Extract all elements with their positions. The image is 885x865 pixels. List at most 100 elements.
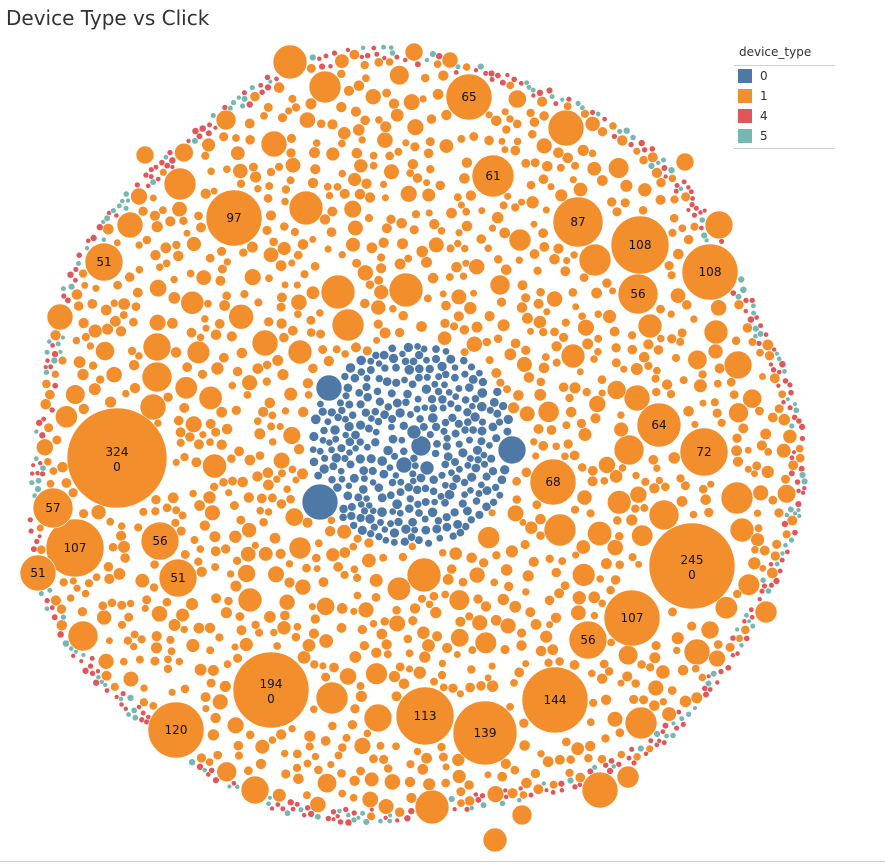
bubble-device-1[interactable] <box>117 297 131 311</box>
bubble-device-1[interactable] <box>656 334 666 343</box>
bubble-device-1[interactable] <box>617 644 639 666</box>
bubble-device-5[interactable] <box>80 652 87 658</box>
bubble-device-1[interactable] <box>263 102 274 113</box>
bubble-device-1[interactable] <box>348 542 358 552</box>
bubble-device-1[interactable] <box>632 752 642 762</box>
bubble-device-1[interactable] <box>310 261 321 272</box>
bubble-device-1[interactable] <box>515 639 528 652</box>
bubble-device-0[interactable] <box>437 471 447 480</box>
bubble-device-1[interactable] <box>379 326 392 340</box>
bubble-device-1[interactable] <box>511 476 522 487</box>
bubble-device-1[interactable] <box>379 120 392 133</box>
bubble-device-4[interactable] <box>414 60 422 68</box>
bubble-device-1[interactable] <box>616 750 626 759</box>
bubble-device-1[interactable] <box>534 513 547 526</box>
bubble-device-0[interactable] <box>453 404 463 413</box>
bubble-device-1[interactable] <box>246 241 259 254</box>
bubble-device-4[interactable] <box>373 51 380 58</box>
bubble-device-1[interactable] <box>407 158 419 170</box>
bubble-device-4[interactable] <box>70 652 76 659</box>
bubble-device-0[interactable] <box>475 369 484 378</box>
bubble-device-1[interactable] <box>502 384 512 394</box>
bubble-device-1[interactable] <box>369 151 379 161</box>
bubble-device-1[interactable] <box>78 403 90 415</box>
bubble-device-1[interactable] <box>401 138 410 148</box>
bubble-device-1[interactable] <box>272 474 282 484</box>
bubble-device-1[interactable] <box>619 179 634 193</box>
bubble-device-4[interactable] <box>661 721 670 730</box>
bubble-device-1[interactable] <box>496 296 507 308</box>
bubble-device-1[interactable] <box>520 777 533 789</box>
bubble-device-1[interactable] <box>48 466 58 476</box>
bubble-device-1[interactable] <box>316 118 327 129</box>
bubble-device-1[interactable] <box>218 299 231 312</box>
bubble-device-0[interactable] <box>397 436 406 445</box>
bubble-device-1[interactable] <box>372 336 381 345</box>
bubble-device-1[interactable] <box>141 594 152 605</box>
bubble-device-1[interactable] <box>533 388 547 402</box>
bubble-device-1[interactable] <box>581 337 594 351</box>
bubble-device-4[interactable] <box>230 780 237 787</box>
bubble-device-1[interactable] <box>597 754 607 765</box>
bubble-device-1[interactable] <box>499 644 511 655</box>
bubble-device-0[interactable] <box>377 492 388 503</box>
bubble-device-5[interactable] <box>739 285 748 294</box>
legend-item-1[interactable]: 1 <box>734 86 835 106</box>
bubble-device-1[interactable] <box>306 327 317 338</box>
bubble-device-1[interactable] <box>486 785 505 803</box>
bubble-device-1[interactable] <box>608 326 621 338</box>
bubble-device-1[interactable] <box>552 242 565 255</box>
bubble-device-1[interactable] <box>654 194 667 206</box>
bubble-device-1[interactable] <box>388 97 400 110</box>
bubble-device-1[interactable] <box>509 765 520 776</box>
bubble-device-4[interactable] <box>364 52 372 59</box>
bubble-device-1[interactable] <box>521 312 534 325</box>
bubble-device-0[interactable] <box>443 434 452 443</box>
bubble-device-1[interactable] <box>527 556 540 568</box>
bubble-device-0[interactable] <box>368 466 378 476</box>
bubble-device-4[interactable] <box>742 308 749 314</box>
bubble-device-5[interactable] <box>46 587 54 594</box>
bubble-device-5[interactable] <box>479 801 488 809</box>
bubble-device-1[interactable] <box>638 155 649 165</box>
bubble-device-1[interactable] <box>159 168 168 177</box>
bubble-device-4[interactable] <box>691 212 698 219</box>
bubble-device-1[interactable] <box>407 615 418 626</box>
bubble-device-1[interactable] <box>593 334 603 344</box>
bubble-device-0[interactable] <box>440 380 449 389</box>
bubble-device-4[interactable] <box>474 796 483 804</box>
bubble-device-1[interactable] <box>202 453 227 479</box>
bubble-device-1[interactable] <box>336 69 347 79</box>
bubble-device-1[interactable] <box>723 350 753 380</box>
bubble-device-0[interactable] <box>382 445 394 456</box>
bubble-device-0[interactable] <box>331 435 340 444</box>
bubble-device-1[interactable] <box>198 385 223 410</box>
bubble-device-5[interactable] <box>647 162 656 170</box>
bubble-device-0[interactable] <box>401 397 411 407</box>
bubble-device-1[interactable] <box>652 366 662 376</box>
bubble-device-1[interactable] <box>243 765 254 776</box>
bubble-device-1[interactable] <box>590 611 599 620</box>
bubble-device-5[interactable] <box>792 510 798 517</box>
bubble-device-1[interactable] <box>155 262 165 272</box>
bubble-device-1[interactable] <box>777 413 791 427</box>
bubble-device-4[interactable] <box>502 787 509 794</box>
bubble-device-4[interactable] <box>479 792 486 800</box>
bubble-device-1[interactable] <box>233 445 245 457</box>
bubble-device-0[interactable] <box>341 391 351 400</box>
bubble-device-0[interactable] <box>360 506 369 516</box>
bubble-device-1[interactable] <box>509 145 521 157</box>
bubble-device-0[interactable] <box>349 473 360 484</box>
bubble-device-1[interactable] <box>185 597 199 611</box>
bubble-device-4[interactable] <box>33 538 41 545</box>
bubble-device-5[interactable] <box>236 94 242 101</box>
bubble-device-0[interactable] <box>447 412 458 423</box>
bubble-device-0[interactable] <box>431 344 441 354</box>
bubble-device-1[interactable] <box>614 559 625 570</box>
bubble-device-5[interactable] <box>283 809 291 817</box>
bubble-device-5[interactable] <box>162 154 169 161</box>
bubble-device-5[interactable] <box>267 795 273 801</box>
bubble-device-4[interactable] <box>212 776 220 784</box>
bubble-device-1[interactable] <box>520 344 532 356</box>
bubble-device-1[interactable] <box>214 632 225 643</box>
